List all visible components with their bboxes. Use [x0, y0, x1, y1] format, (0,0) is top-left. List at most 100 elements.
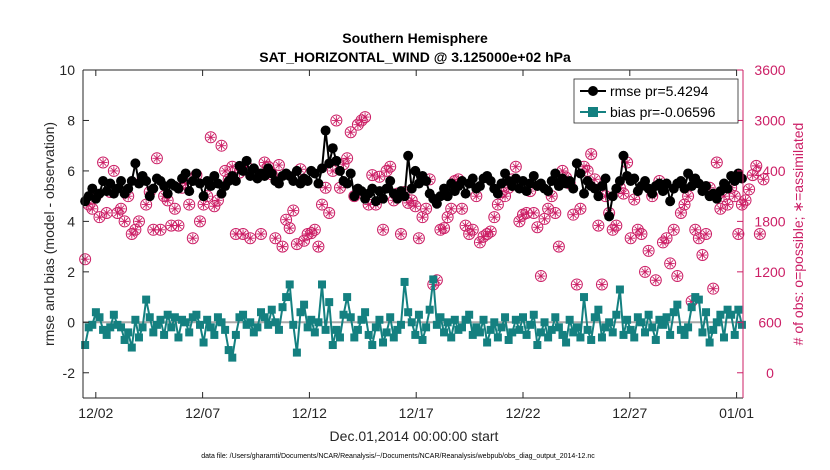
obs-possible-point	[466, 223, 479, 236]
obs-possible-point	[692, 232, 705, 245]
bias-point	[605, 318, 614, 327]
obs-assimilated-point	[601, 191, 611, 201]
obs-assimilated-point	[410, 201, 420, 211]
obs-assimilated-point	[156, 225, 166, 235]
bias-point	[440, 328, 449, 337]
rmse-point	[403, 150, 414, 161]
rmse-point	[180, 168, 191, 179]
obs-assimilated-point	[403, 198, 413, 208]
rmse-point	[381, 183, 392, 194]
rmse-point	[334, 165, 345, 176]
bias-point	[393, 325, 402, 334]
obs-possible-point	[610, 219, 623, 232]
obs-assimilated-point	[170, 204, 180, 214]
bias-point	[303, 323, 312, 332]
rmse-point	[722, 183, 733, 194]
bias-point	[382, 328, 391, 337]
bias-point	[278, 303, 287, 312]
obs-assimilated-point	[475, 237, 485, 247]
rmse-point	[317, 163, 328, 174]
bias-point	[256, 308, 265, 317]
bias-point	[597, 333, 606, 342]
obs-assimilated-point	[701, 229, 711, 239]
rmse-point	[460, 188, 471, 199]
bias-point	[375, 315, 384, 324]
obs-assimilated-point	[292, 239, 302, 249]
rmse-point	[596, 181, 607, 192]
obs-possible-point	[753, 228, 766, 240]
rmse-point	[528, 170, 539, 181]
bias-point	[526, 320, 535, 329]
obs-assimilated-point	[593, 221, 603, 231]
bias-point	[361, 308, 370, 317]
obs-possible-point	[714, 202, 727, 215]
bias-point	[705, 338, 714, 347]
rmse-point	[604, 211, 615, 222]
obs-assimilated-point	[543, 204, 553, 214]
obs-possible-point	[186, 232, 199, 245]
rmse-point	[474, 181, 485, 192]
obs-possible-point	[513, 215, 526, 228]
legend-bias-marker	[588, 107, 598, 117]
rmse-point	[385, 176, 396, 187]
rmse-point	[654, 178, 665, 189]
obs-assimilated-point	[611, 221, 621, 231]
rmse-point	[611, 183, 622, 194]
obs-assimilated-point	[744, 184, 754, 194]
obs-possible-point	[416, 211, 429, 224]
obs-assimilated-point	[328, 166, 338, 176]
bias-point	[142, 295, 151, 304]
obs-assimilated-point	[733, 229, 743, 239]
rmse-point	[327, 143, 338, 154]
bias-point	[192, 310, 201, 319]
obs-assimilated-point	[238, 229, 248, 239]
obs-possible-point	[244, 232, 257, 245]
bias-point	[117, 323, 126, 332]
obs-possible-point	[111, 206, 124, 219]
obs-assimilated-point	[288, 205, 298, 215]
obs-possible-point	[728, 190, 741, 203]
bias-point	[730, 330, 739, 339]
obs-assimilated-point	[120, 216, 130, 226]
bias-point	[249, 328, 258, 337]
bias-point	[422, 323, 431, 332]
bias-point	[174, 333, 183, 342]
bias-point	[529, 310, 538, 319]
obs-assimilated-point	[676, 208, 686, 218]
obs-assimilated-point	[335, 183, 345, 193]
obs-assimilated-point	[464, 229, 474, 239]
obs-assimilated-point	[313, 242, 323, 252]
rmse-point	[309, 168, 320, 179]
obs-assimilated-point	[694, 233, 704, 243]
bias-point	[152, 320, 161, 329]
bias-point	[651, 335, 660, 344]
bias-point	[497, 323, 506, 332]
obs-assimilated-point	[331, 115, 341, 125]
rmse-point	[711, 193, 722, 204]
bias-point	[307, 315, 316, 324]
rmse-point	[593, 191, 604, 202]
obs-assimilated-point	[715, 204, 725, 214]
obs-possible-point	[168, 202, 181, 215]
obs-assimilated-point	[479, 232, 489, 242]
obs-assimilated-point	[220, 166, 230, 176]
obs-possible-point	[689, 223, 702, 236]
obs-assimilated-point	[471, 191, 481, 201]
obs-assimilated-point	[575, 204, 585, 214]
obs-assimilated-point	[98, 158, 108, 168]
bias-point	[633, 313, 642, 322]
obs-possible-point	[639, 265, 652, 278]
rmse-point	[485, 176, 496, 187]
obs-possible-point	[412, 232, 425, 245]
obs-possible-point	[280, 213, 293, 226]
obs-possible-point	[93, 211, 106, 224]
bias-point	[536, 328, 545, 337]
obs-assimilated-point	[529, 208, 539, 218]
obs-possible-point	[305, 227, 318, 240]
obs-possible-point	[567, 208, 580, 221]
bias-point	[321, 325, 330, 334]
obs-assimilated-point	[109, 166, 119, 176]
y-left-tick-label: 0	[67, 314, 75, 330]
bias-point	[608, 328, 617, 337]
bias-point	[684, 323, 693, 332]
